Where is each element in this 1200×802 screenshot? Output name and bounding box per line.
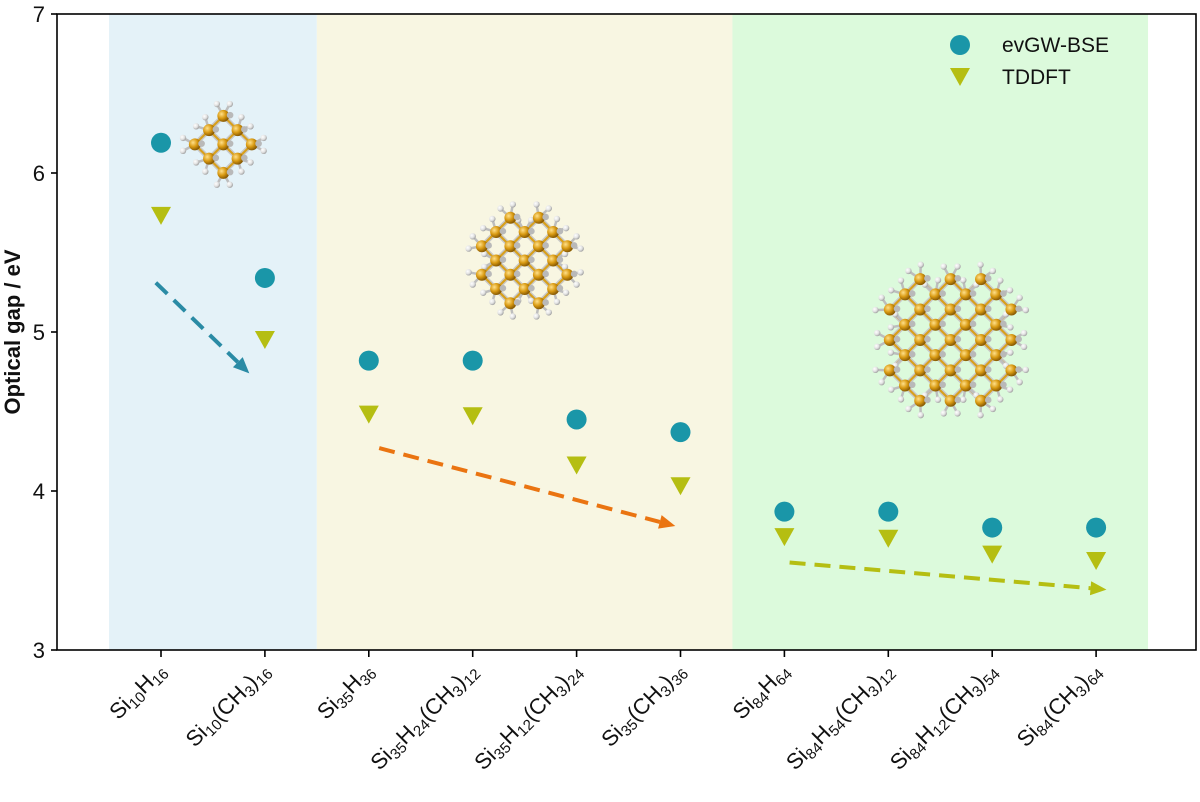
x-category-label-6: Si35(CH3)36 — [596, 658, 692, 754]
cluster-structure-2 — [465, 201, 584, 320]
evgw-bse-point-8 — [878, 501, 899, 522]
y-tick-label-4: 4 — [33, 479, 45, 504]
evgw-bse-point-10 — [1086, 517, 1107, 538]
y-tick-label-3: 3 — [33, 638, 45, 663]
tddft-point-6 — [670, 477, 691, 496]
evgw-bse-point-3 — [358, 350, 379, 371]
shaded-region-1 — [109, 14, 317, 650]
tddft-point-1 — [151, 206, 171, 225]
x-category-label-7: Si84H64 — [728, 658, 797, 727]
trend-arrows — [154, 281, 1107, 596]
data-markers — [151, 132, 1107, 570]
evgw-bse-point-9 — [982, 517, 1003, 538]
x-category-label-10: Si84(CH3)64 — [1012, 658, 1108, 754]
cluster-structure-1 — [179, 100, 267, 188]
legend-item-evgw-bse: evGW-BSE — [950, 34, 1109, 57]
legend-label: evGW-BSE — [1002, 34, 1109, 57]
evgw-bse-point-7 — [774, 501, 795, 522]
legend: evGW-BSE TDDFT — [950, 34, 1109, 89]
evgw-bse-point-6 — [670, 422, 691, 443]
tddft-point-7 — [774, 528, 795, 547]
y-tick-label-5: 5 — [33, 320, 45, 345]
x-category-label-4: Si35H24(CH3)12 — [365, 658, 484, 777]
y-axis: 3 4 5 6 7 — [33, 2, 57, 663]
evgw-bse-point-2 — [254, 267, 275, 288]
tddft-point-4 — [462, 407, 483, 426]
tddft-point-3 — [358, 405, 379, 424]
x-category-label-9: Si84H12(CH3)54 — [885, 658, 1004, 777]
x-category-label-2: Si10(CH3)16 — [181, 658, 277, 754]
evgw-bse-point-4 — [462, 350, 483, 371]
tddft-point-8 — [878, 529, 899, 548]
x-category-label-8: Si84H54(CH3)12 — [781, 658, 900, 777]
cluster-structures — [179, 100, 1030, 419]
trend-arrow-1 — [154, 281, 250, 374]
trend-arrow-3 — [789, 560, 1107, 596]
legend-marker-triangle — [950, 68, 970, 86]
y-axis-label: Optical gap / eV — [0, 249, 25, 414]
y-tick-label-6: 6 — [33, 161, 45, 186]
x-category-label-1: Si10H16 — [104, 658, 173, 727]
shaded-regions — [109, 14, 1149, 650]
shaded-region-2 — [316, 14, 733, 650]
legend-marker-circle — [950, 35, 970, 55]
y-tick-label-7: 7 — [33, 2, 45, 27]
cluster-structure-3 — [872, 261, 1030, 419]
tddft-point-2 — [254, 330, 275, 349]
legend-label: TDDFT — [1002, 66, 1071, 89]
evgw-bse-point-1 — [151, 132, 171, 153]
evgw-bse-point-5 — [566, 409, 587, 430]
legend-item-tddft: TDDFT — [950, 66, 1071, 89]
x-category-label-3: Si35H36 — [312, 658, 381, 727]
x-axis: Si10H16Si10(CH3)16Si35H36Si35H24(CH3)12S… — [104, 650, 1108, 777]
tddft-point-9 — [982, 545, 1003, 564]
trend-arrow-2 — [378, 446, 676, 529]
tddft-point-10 — [1086, 551, 1107, 570]
x-category-label-5: Si35H12(CH3)24 — [469, 658, 588, 777]
tddft-point-5 — [566, 456, 587, 475]
